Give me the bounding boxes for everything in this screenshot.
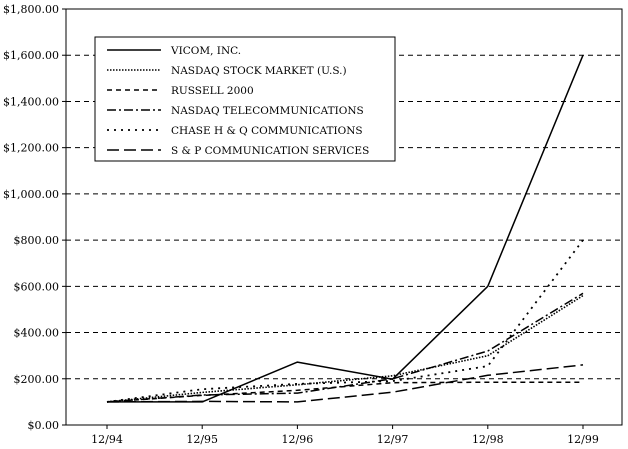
y-tick-label: $1,600.00: [3, 49, 59, 62]
x-tick-label: 12/99: [567, 433, 599, 446]
x-tick-labels: 12/94 12/95 12/96 12/97 12/98 12/99: [91, 433, 599, 446]
legend-label: VICOM, INC.: [170, 45, 241, 57]
x-tick-label: 12/94: [91, 433, 123, 446]
legend-box: [94, 36, 396, 162]
y-tick-label: $1,000.00: [3, 188, 59, 201]
x-tick-label: 12/96: [282, 433, 314, 446]
legend: VICOM, INC. NASDAQ STOCK MARKET (U.S.) RUS…: [94, 36, 396, 162]
series-line-2: [106, 294, 584, 403]
y-tick-label: $1,800.00: [3, 3, 59, 16]
y-tick-label: $800.00: [14, 234, 60, 247]
x-tick-label: 12/98: [472, 433, 504, 446]
legend-label: RUSSELL 2000: [171, 85, 254, 97]
series-line-5: [106, 239, 584, 403]
x-tick-label: 12/97: [377, 433, 409, 446]
axes: [62, 8, 623, 429]
series-line-4: [106, 292, 584, 403]
legend-label: S & P COMMUNICATION SERVICES: [171, 145, 369, 157]
y-tick-label: $0.00: [28, 419, 60, 432]
y-tick-labels: $0.00 $200.00 $400.00 $600.00 $800.00 $1,000.…: [3, 3, 59, 432]
y-tick-label: $600.00: [14, 280, 60, 293]
legend-label: NASDAQ TELECOMMUNICATIONS: [171, 105, 364, 117]
series-lines: [106, 54, 584, 403]
y-tick-label: $1,400.00: [3, 95, 59, 108]
series-line-6: [106, 364, 584, 403]
series-line-3: [106, 381, 583, 403]
plot-frame: [65, 8, 623, 426]
x-tick-label: 12/95: [186, 433, 218, 446]
y-tick-label: $1,200.00: [3, 142, 59, 155]
y-tick-label: $200.00: [14, 373, 60, 386]
legend-label: NASDAQ STOCK MARKET (U.S.): [171, 65, 347, 77]
legend-label: CHASE H & Q COMMUNICATIONS: [171, 125, 363, 137]
y-tick-label: $400.00: [14, 327, 60, 340]
